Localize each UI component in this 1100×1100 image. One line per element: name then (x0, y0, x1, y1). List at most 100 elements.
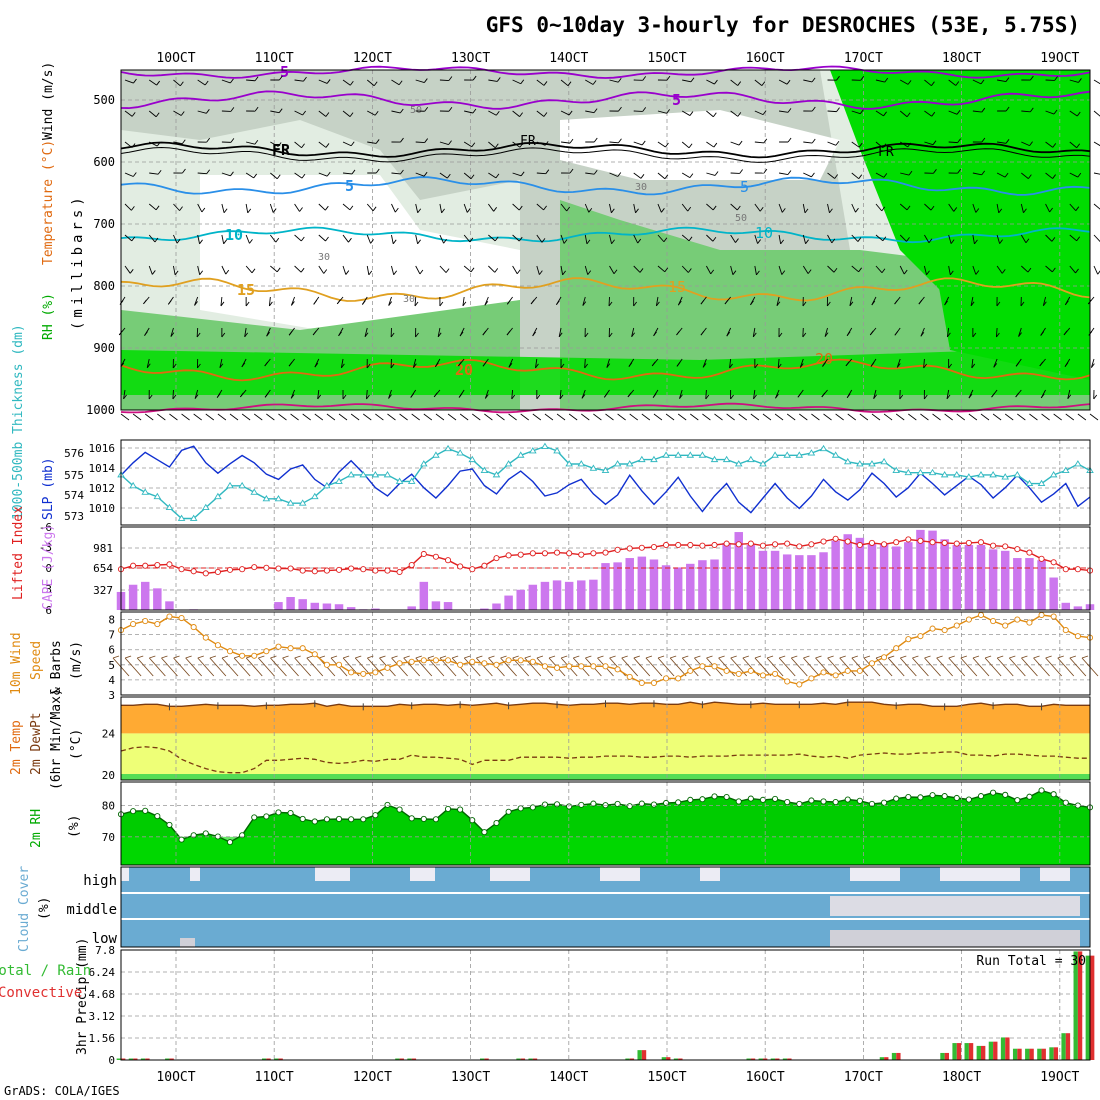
wind-barb-flag (918, 299, 923, 305)
wind-barb-flag (805, 239, 809, 244)
wind10m-barb-flag (900, 655, 907, 659)
wind-barb (244, 327, 247, 337)
wind10m-barb (1008, 657, 1026, 677)
wind-barb (197, 234, 200, 244)
rh2m-line-point (541, 801, 548, 808)
wind-barb (318, 234, 326, 242)
precip-convective-bar (944, 1052, 950, 1060)
wind-barb (294, 141, 302, 149)
wind-barb (730, 265, 734, 275)
wind-barb-flag (822, 362, 826, 367)
wind-barb-flag (559, 394, 564, 400)
wind-barb-flag (642, 76, 647, 81)
wind-barb (948, 110, 958, 115)
wind-barb-flag (484, 394, 489, 399)
rh2m-line-point (905, 793, 912, 801)
wind10m-barb-flag (282, 655, 289, 659)
label-wind10m-3: & Barbs (49, 640, 64, 695)
surface-barb (799, 413, 808, 421)
wind-barb (415, 234, 419, 244)
rh2m-line-point (166, 821, 173, 828)
wind-barb-flag (1064, 300, 1069, 306)
wind10m-barb (681, 657, 699, 677)
wind-barb-flag (484, 301, 489, 306)
wind10m-barb (124, 657, 142, 677)
wind-barb-flag (881, 206, 886, 212)
precip-convective-bar (520, 1058, 526, 1060)
wind10m-barb-flag (1057, 655, 1064, 659)
precip-convective-bar (666, 1057, 671, 1060)
surface-barb (484, 413, 493, 421)
lifted-index-line-point (687, 541, 694, 549)
wind10m-barb (899, 657, 917, 677)
wind-barb (294, 172, 303, 179)
wind-barb-flag (617, 172, 622, 177)
wind-barb (779, 110, 789, 113)
wind-barb (512, 265, 518, 274)
wind-barb-flag (653, 331, 657, 337)
contour-label: 20 (455, 361, 473, 379)
wind-barb-flag (317, 394, 322, 400)
wind-barb-flag (581, 394, 586, 399)
precip-total-bar (274, 1058, 279, 1060)
wind10m-line-point (650, 679, 658, 686)
wind10m-line-point (178, 614, 185, 622)
wind10m-barb (996, 657, 1014, 677)
wind-barb-flag (923, 363, 927, 369)
wind-barb (657, 265, 666, 273)
label-slp: SLP (mb) (41, 457, 56, 520)
lifted-index-line-point (699, 542, 706, 549)
surface-barb (520, 413, 529, 421)
label-millibars: (millibars) (70, 193, 86, 330)
wind-barb (536, 234, 543, 243)
rh2m-line-point (747, 795, 754, 802)
label-precip-2: Convective (0, 985, 82, 1001)
rh2m-line-point (772, 795, 779, 802)
wind-barb-flag (752, 332, 757, 338)
wind-barb (730, 141, 740, 146)
lifted-index-line-point (335, 566, 343, 573)
wind10m-barb-flag (997, 655, 1004, 659)
wind-barb (609, 203, 612, 213)
wind-barb (1020, 234, 1027, 243)
wind-barb-flag (199, 270, 204, 276)
wind-barb-flag (366, 363, 371, 369)
wind-barb (899, 203, 908, 211)
wind-barb (827, 203, 830, 213)
wind10m-line-point (214, 642, 221, 649)
wind-barb (391, 265, 395, 275)
cape-bar (552, 580, 562, 610)
cape-bar (1073, 606, 1083, 610)
wind-barb (294, 203, 300, 212)
wind-barb (875, 79, 885, 83)
wind-barb (559, 389, 562, 399)
wind10m-barb-flag (875, 655, 883, 659)
temp-tick-label: 20 (102, 769, 115, 782)
wind-barb-flag (687, 268, 692, 273)
dewpoint-line (120, 746, 1090, 774)
wind-barb (803, 141, 813, 144)
surface-barb (387, 413, 396, 421)
wind-barb-flag (639, 268, 644, 273)
thickness-line-point (456, 449, 464, 456)
wind-barb-flag (300, 236, 305, 242)
wind-barb-flag (563, 239, 568, 244)
wind-barb-flag (894, 299, 898, 305)
wind-barb-flag (543, 205, 547, 211)
wind10m-line-point (578, 663, 585, 670)
label-thickness: 1000-500mb Thickness (dm) (11, 324, 26, 520)
wind10m-barb-flag (912, 655, 919, 659)
wind10m-line-point (1074, 633, 1081, 640)
wind-barb-flag (996, 301, 1001, 307)
wind10m-line-point (796, 681, 803, 688)
wind-barb-flag (326, 171, 331, 177)
wind-barb-flag (949, 270, 954, 276)
wind-barb (682, 79, 692, 83)
wind10m-barb-flag (694, 655, 701, 659)
precip-tick-label: 6.24 (89, 966, 116, 979)
thickness-line-point (868, 460, 876, 467)
lifted-index-line-point (747, 540, 754, 547)
bottom-date-label: 11OCT (255, 1070, 294, 1085)
precip-convective-bar (1041, 1048, 1046, 1060)
rh2m-line-point (663, 799, 670, 807)
